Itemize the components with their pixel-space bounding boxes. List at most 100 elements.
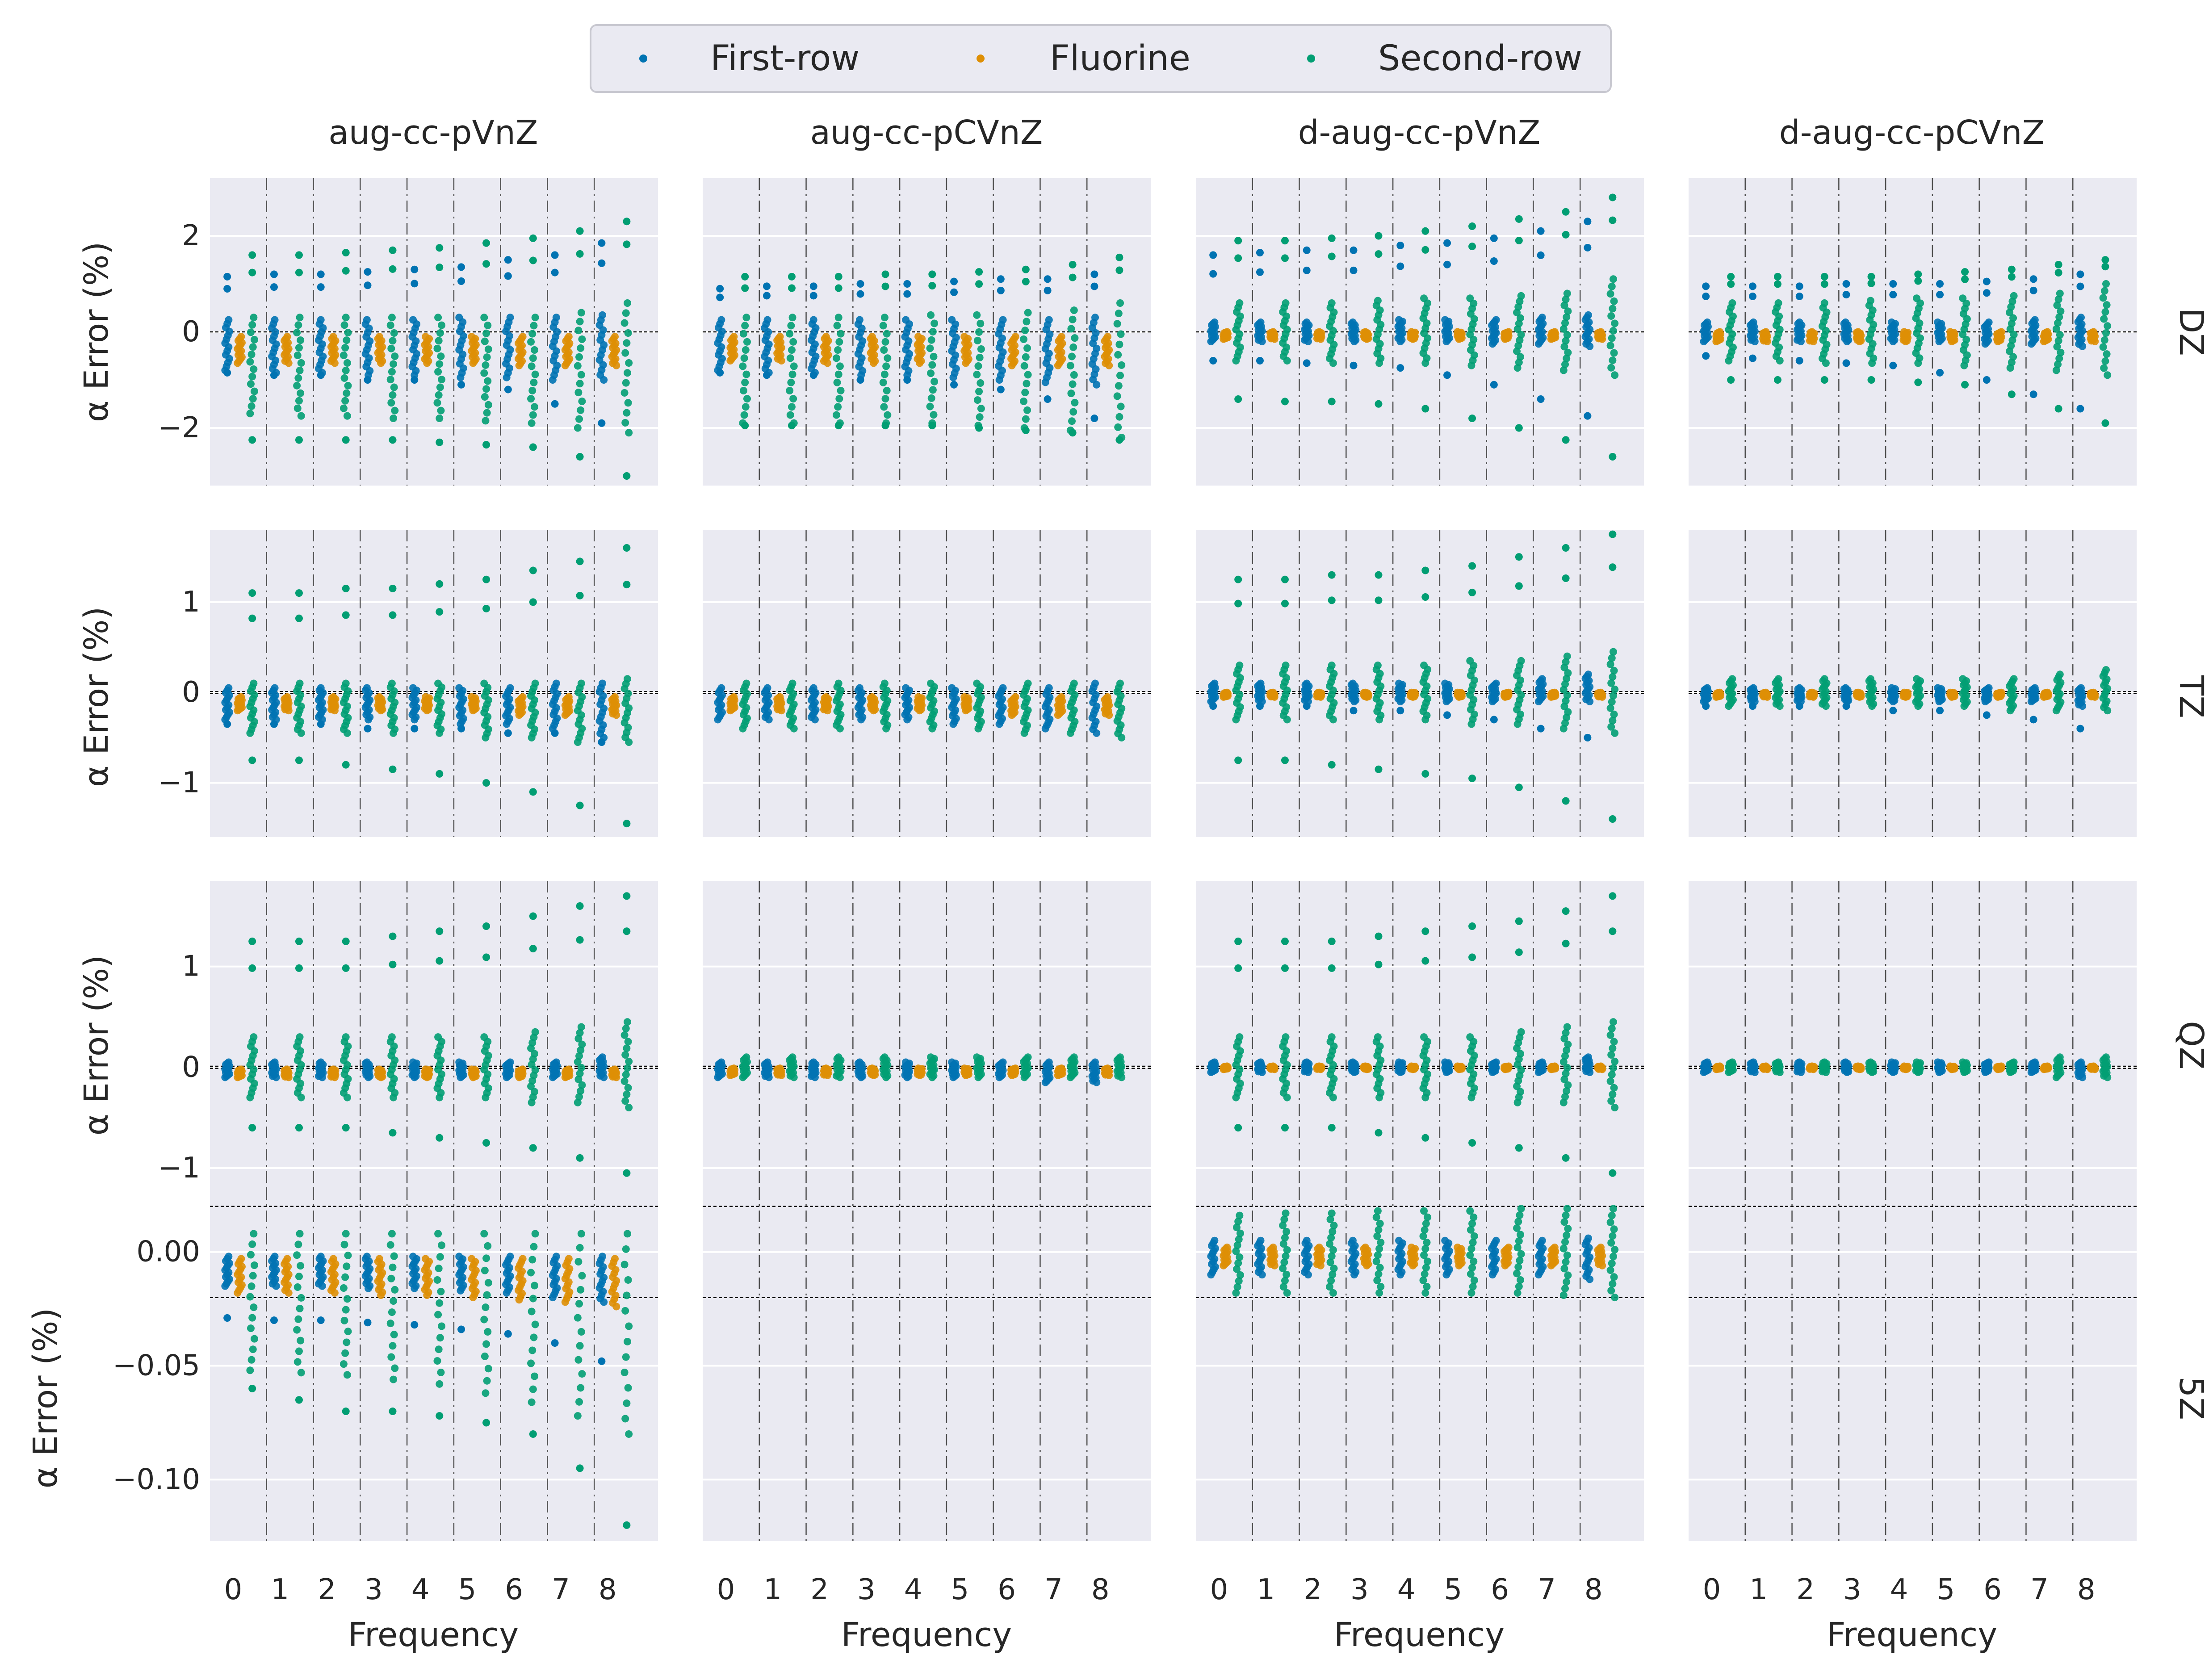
panel-d-aug-cc-pcvnz-dz-second-row-point-f6-13: [2010, 292, 2018, 300]
panel-aug-cc-pcvnz-dz-first-row-outlier-high-f3: [856, 280, 864, 288]
panel-aug-cc-pcvnz-dz-second-row-point-f7-12: [1069, 315, 1077, 323]
panel-d-aug-cc-pcvnz-dz-second-row-point-f7-12: [2054, 295, 2062, 303]
panel-aug-cc-pvnz-qz-second-row-outlier-low-f8: [623, 1169, 631, 1177]
panel-aug-cc-pvnz-qz-first-row-point-f8-13: [598, 1053, 606, 1061]
panel-d-aug-cc-pvnz-qz-second-row-point-f7-7: [1559, 1058, 1568, 1066]
panel-aug-cc-pvnz-qz-second-row-point-f8-8: [621, 1051, 629, 1059]
panel-d-aug-cc-pvnz-tz-second-row-point-f3-13: [1374, 662, 1382, 670]
panel-d-aug-cc-pvnz-tz-second-row-point-f8-6: [1609, 691, 1617, 700]
panel-d-aug-cc-pvnz-qz-fluorine-point-f3-13: [1361, 1062, 1369, 1070]
panel-d-aug-cc-pvnz-qz-first-row-point-f3-13: [1349, 1058, 1357, 1066]
panel-aug-cc-pvnz-dz-second-row-point-f3-3: [389, 391, 397, 399]
panel-aug-cc-pcvnz-dz-second-row-point-f8-2: [1115, 413, 1123, 421]
panel-aug-cc-pvnz-dz-second-row-point-f3-0: [390, 415, 398, 422]
panel-d-aug-cc-pcvnz-dz-first-row-outlier-mid-f4: [1889, 291, 1897, 299]
panel-aug-cc-pcvnz-dz-second-row-point-f7-3: [1071, 398, 1079, 406]
panel-aug-cc-pcvnz-dz-second-row-point-f0-2: [742, 403, 750, 411]
panel-aug-cc-pcvnz-qz-second-row-point-f3-13: [880, 1053, 889, 1061]
panel-d-aug-cc-pvnz-qz-second-row-point-f8-13: [1609, 1018, 1617, 1026]
panel-aug-cc-pvnz-tz-second-row-outlier-mid-f3: [389, 611, 397, 619]
panel-aug-cc-pcvnz-dz-second-row-outlier-low-f6: [1022, 426, 1030, 434]
panel-d-aug-cc-pcvnz-dz-first-row-outlier-low-f1: [1748, 354, 1756, 362]
panel-d-aug-cc-pcvnz-dz-first-row-outlier-high-f2: [1795, 282, 1803, 290]
panel-d-aug-cc-pvnz-tz-first-row-outlier-low-f0: [1209, 702, 1217, 710]
panel-d-aug-cc-pcvnz-dz-series-second-row: [1725, 256, 2112, 427]
panel-d-aug-cc-pcvnz-qz-series-second-row: [1725, 1053, 2112, 1081]
panel-d-aug-cc-pcvnz-dz-first-row-outlier-mid-f1: [1748, 292, 1756, 300]
panel-aug-cc-pcvnz-dz-second-row-point-f3-6: [880, 370, 889, 378]
panel-aug-cc-pvnz-qz-second-row-outlier-high-f4: [436, 927, 444, 935]
panel-d-aug-cc-pvnz-dz-second-row-outlier-mid-f1: [1281, 254, 1289, 262]
panel-d-aug-cc-pcvnz-dz-first-row-outlier-high-f6: [1983, 277, 1991, 285]
panel-aug-cc-pvnz-qz-second-row-point-f7-6: [577, 1064, 585, 1072]
panel-aug-cc-pvnz-dz-second-row-point-f3-4: [390, 383, 398, 391]
panel-aug-cc-pvnz-qz-second-row-outlier-high-f3: [389, 932, 397, 940]
panel-d-aug-cc-pcvnz-tz-first-row-outlier-low-f3: [1842, 702, 1850, 710]
panel-aug-cc-pvnz-dz-second-row-point-f2-11: [344, 329, 352, 337]
panel-aug-cc-pcvnz-dz-second-row-point-f7-9: [1069, 343, 1077, 351]
panel-aug-cc-pcvnz-dz-second-row-point-f4-12: [931, 319, 939, 327]
panel-aug-cc-pcvnz-dz-second-row-point-f4-11: [929, 328, 937, 336]
panel-aug-cc-pvnz-dz-second-row-point-f7-3: [578, 397, 586, 405]
panel-d-aug-cc-pcvnz-qz-fluorine-point-f5-13: [1946, 1062, 1954, 1070]
panel-d-aug-cc-pvnz-tz-second-row-outlier-low-f5: [1468, 774, 1476, 782]
panel-aug-cc-pvnz-dz-first-row-outlier-mid-f7: [551, 268, 559, 277]
panel-aug-cc-pcvnz-dz-second-row-point-f3-7: [882, 362, 890, 370]
panel-aug-cc-pvnz-dz-second-row-point-f6-7: [528, 362, 536, 370]
panel-aug-cc-pvnz-dz-second-row-point-f5-0: [482, 417, 490, 425]
panel-aug-cc-pcvnz-dz-second-row-point-f0-3: [743, 395, 751, 403]
panel-aug-cc-pvnz-tz-first-row-outlier-low-f4: [411, 725, 419, 733]
panel-aug-cc-pcvnz-dz-first-row-outlier-mid-f3: [856, 290, 864, 298]
panel-aug-cc-pvnz-dz-second-row-point-f6-5: [530, 378, 538, 386]
panel-aug-cc-pcvnz-tz-first-row-point-f5-13: [948, 684, 956, 692]
panel-aug-cc-pvnz-dz-second-row-point-f5-2: [484, 401, 492, 409]
panel-d-aug-cc-pcvnz-dz-first-row-outlier-high-f0: [1702, 282, 1710, 290]
panel-aug-cc-pvnz-dz-second-row-point-f8-11: [620, 319, 629, 327]
panel-d-aug-cc-pvnz-dz-fluorine-point-f0-13: [1223, 328, 1231, 336]
panel-d-aug-cc-pvnz-dz-second-row-point-f7-7: [1559, 325, 1568, 333]
panel-aug-cc-pvnz-tz-second-row-outlier-mid-f5: [482, 604, 490, 612]
panel-aug-cc-pcvnz-tz-fluorine-point-f0-13: [730, 693, 738, 701]
panel-aug-cc-pvnz-dz-second-row-outlier-low-f1: [295, 436, 303, 444]
panel-aug-cc-pvnz-dz-second-row-outlier-high-f5: [482, 239, 490, 247]
panel-aug-cc-pcvnz-qz-series-fluorine: [726, 1064, 1113, 1079]
panel-d-aug-cc-pcvnz-tz-first-row-point-f6-13: [1985, 684, 1993, 692]
panel-aug-cc-pvnz-dz-first-row-outlier-low-f1: [270, 371, 278, 379]
panel-d-aug-cc-pcvnz-dz-first-row-outlier-high-f3: [1842, 280, 1850, 288]
panel-d-aug-cc-pvnz-qz-fluorine-point-f6-13: [1505, 1062, 1513, 1070]
panel-aug-cc-pvnz-dz-second-row-point-f1-2: [295, 397, 303, 405]
panel-d-aug-cc-pvnz-qz-second-row-point-f8-5: [1608, 1071, 1616, 1079]
panel-d-aug-cc-pvnz-dz-second-row-point-f8-13: [1609, 275, 1617, 283]
panel-d-aug-cc-pvnz-tz-series-first-row: [1207, 670, 1594, 742]
panel-d-aug-cc-pvnz-dz-first-row-outlier-high-f4: [1396, 242, 1404, 249]
panel-aug-cc-pvnz-dz-second-row-point-f0-10: [250, 335, 258, 344]
panel-d-aug-cc-pcvnz-dz-second-row-point-f8-10: [2103, 301, 2111, 309]
panel-aug-cc-pvnz-qz-second-row-point-f8-12: [622, 1025, 630, 1033]
panel-aug-cc-pvnz-dz-series-second-row: [246, 218, 633, 480]
panel-aug-cc-pcvnz-dz-first-row-point-f5-13: [948, 316, 956, 324]
panel-aug-cc-pvnz-dz-first-row-point-f1-13: [271, 316, 279, 324]
panel-aug-cc-pvnz-dz-second-row-point-f7-5: [576, 380, 584, 388]
panel-d-aug-cc-pvnz-tz-first-row-outlier-low-f5: [1443, 711, 1451, 719]
panel-aug-cc-pvnz-dz-first-row-point-f6-13: [506, 314, 514, 322]
panel-d-aug-cc-pvnz-dz-first-row-outlier-low-f0: [1209, 357, 1217, 364]
panel-aug-cc-pcvnz-dz-series-fluorine: [726, 333, 1113, 369]
panel-d-aug-cc-pvnz-tz-first-row-outlier-low-f8: [1584, 733, 1592, 742]
panel-d-aug-cc-pcvnz-dz-second-row-point-f8-6: [2102, 329, 2110, 337]
panel-aug-cc-pcvnz-dz-second-row-point-f6-2: [1023, 406, 1031, 414]
panel-aug-cc-pvnz-qz-second-row-point-f8-6: [623, 1064, 631, 1072]
panel-aug-cc-pvnz-qz-first-row-point-f5-13: [455, 1058, 463, 1066]
panel-d-aug-cc-pvnz-tz-fluorine-point-f2-13: [1315, 688, 1323, 696]
panel-aug-cc-pcvnz-dz-first-row-point-f6-13: [999, 316, 1007, 324]
panel-aug-cc-pcvnz-dz-second-row-outlier-mid-f7: [1069, 273, 1077, 281]
panel-aug-cc-pcvnz-dz-first-row-outlier-mid-f8: [1090, 282, 1098, 290]
panel-aug-cc-pvnz-dz-second-row-point-f2-5: [340, 374, 348, 382]
panel-d-aug-cc-pcvnz-dz-first-row-outlier-high-f5: [1936, 280, 1944, 288]
panel-aug-cc-pvnz-dz-second-row-point-f0-1: [247, 402, 256, 410]
panel-d-aug-cc-pcvnz-dz-first-row-outlier-mid-f3: [1842, 291, 1850, 299]
panel-aug-cc-pvnz-dz-first-row-outlier-mid-f2: [317, 283, 325, 291]
panel-aug-cc-pvnz-dz-second-row-point-f6-4: [528, 386, 537, 394]
panel-d-aug-cc-pvnz-dz-second-row-outlier-mid-f7: [1562, 230, 1570, 239]
panel-aug-cc-pvnz-dz-first-row-outlier-low-f6: [504, 385, 512, 394]
panel-aug-cc-pcvnz-dz-second-row-point-f6-7: [1020, 362, 1028, 370]
